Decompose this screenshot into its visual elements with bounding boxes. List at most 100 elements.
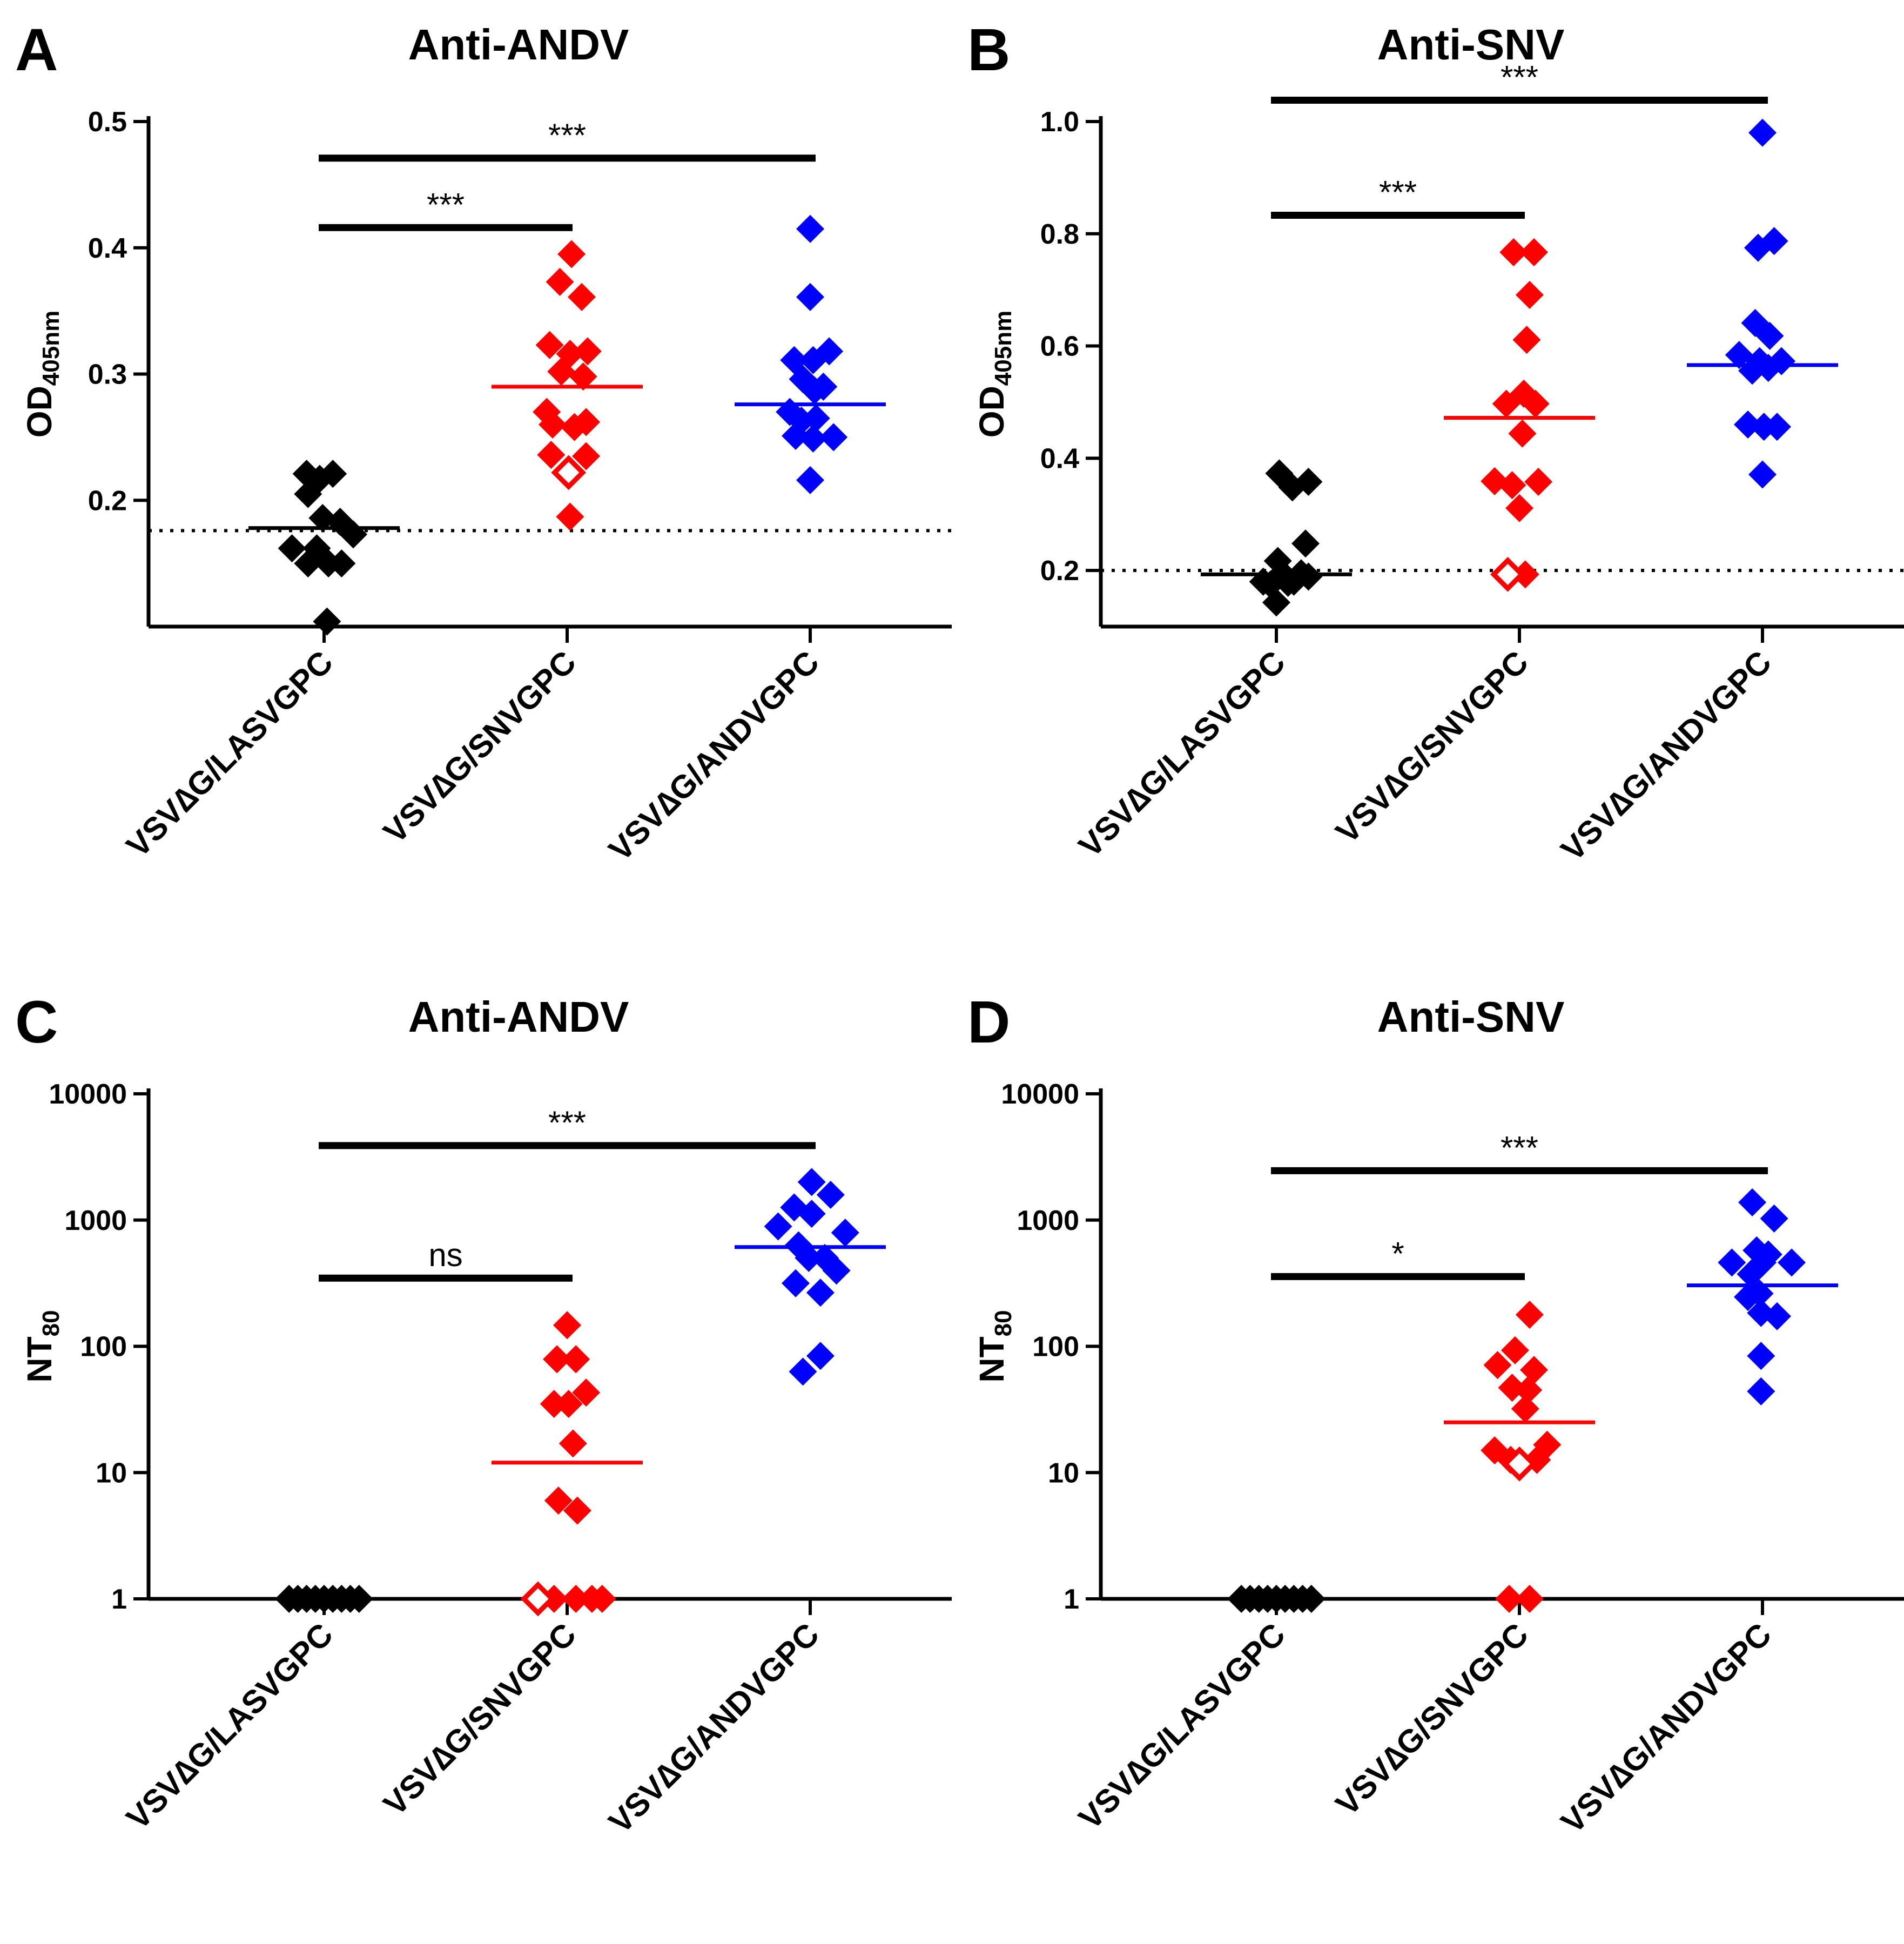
y-tick-label: 10 xyxy=(1048,1457,1079,1489)
data-point xyxy=(1533,1430,1562,1459)
panel-letter: C xyxy=(15,989,58,1055)
data-point-open xyxy=(1502,1446,1537,1482)
data-point xyxy=(557,240,586,268)
data-point xyxy=(819,423,848,452)
data-point xyxy=(294,549,322,578)
significance-label: *** xyxy=(1501,1129,1538,1166)
data-point xyxy=(1760,227,1788,255)
x-category-label: VSV∆G/ANDVGPC xyxy=(602,644,826,868)
significance-label: *** xyxy=(1501,59,1538,96)
data-point xyxy=(1755,321,1784,350)
data-point xyxy=(796,282,824,311)
x-category-label: VSV∆G/SNVGPC xyxy=(1329,1616,1535,1822)
data-point xyxy=(544,1486,573,1515)
data-point xyxy=(1725,341,1753,369)
x-category-label: VSV∆G/LASVGPC xyxy=(1072,644,1292,864)
data-point xyxy=(797,1200,826,1228)
data-point xyxy=(1294,562,1323,591)
data-point xyxy=(559,1429,587,1458)
panel-d: D Anti-SNV 1 10 100 1000 10000 NT80 VSV∆G/LASVGP… xyxy=(952,972,1904,1944)
y-axis-label: OD405nm xyxy=(972,311,1017,438)
data-point xyxy=(1499,238,1528,267)
data-point xyxy=(572,1378,601,1407)
data-point xyxy=(278,534,306,563)
x-category-label: VSV∆G/SNVGPC xyxy=(376,644,583,850)
data-point xyxy=(1508,419,1537,448)
panel-letter: B xyxy=(967,17,1010,83)
data-point xyxy=(1520,238,1548,267)
y-tick-label: 0.4 xyxy=(88,233,127,264)
data-point xyxy=(553,1311,581,1340)
data-point xyxy=(1514,1376,1543,1404)
data-point xyxy=(795,1243,823,1272)
data-point xyxy=(796,466,824,494)
data-point xyxy=(797,1168,826,1196)
data-point xyxy=(1512,326,1541,354)
data-point xyxy=(539,411,567,439)
data-point xyxy=(822,1256,851,1285)
data-point xyxy=(1510,379,1538,408)
significance-label: ns xyxy=(428,1237,462,1273)
data-point xyxy=(319,460,347,488)
data-point xyxy=(1747,1377,1775,1405)
data-point xyxy=(562,1585,590,1613)
data-point xyxy=(806,1279,835,1307)
y-tick-label: 1000 xyxy=(1017,1205,1079,1236)
data-point xyxy=(782,1269,810,1297)
significance-label: *** xyxy=(1379,174,1417,210)
y-tick-label: 10000 xyxy=(49,1079,127,1110)
panel-letter: A xyxy=(15,17,58,83)
data-point xyxy=(1763,413,1791,441)
data-point xyxy=(568,282,596,311)
significance-label: *** xyxy=(548,1105,586,1141)
data-point xyxy=(1763,1302,1791,1330)
data-point xyxy=(1262,588,1290,617)
data-point xyxy=(789,1357,817,1386)
data-point xyxy=(1498,471,1526,500)
data-point xyxy=(537,441,566,469)
chart-title: Anti-ANDV xyxy=(408,21,629,69)
data-point-open xyxy=(551,455,587,490)
data-point xyxy=(1515,1300,1544,1329)
y-tick-label: 10 xyxy=(96,1457,127,1489)
data-point xyxy=(1291,529,1320,558)
data-point xyxy=(1737,1260,1765,1288)
data-point xyxy=(831,1219,859,1247)
data-point xyxy=(1738,1188,1767,1217)
data-point xyxy=(1734,1283,1762,1311)
x-category-label: VSV∆G/ANDVGPC xyxy=(1554,1616,1778,1840)
data-point xyxy=(806,1342,835,1370)
panel-b: B Anti-SNV 0.2 0.4 0.6 0.8 1.0 OD405nm VSV∆G/LAS… xyxy=(952,0,1904,972)
data-point xyxy=(1718,1248,1746,1277)
data-point xyxy=(556,502,584,531)
y-tick-label: 0.6 xyxy=(1040,331,1079,362)
y-axis-label: NT80 xyxy=(20,1310,64,1382)
data-point xyxy=(1767,347,1796,375)
data-point xyxy=(546,267,574,296)
data-point xyxy=(588,1585,616,1613)
data-point xyxy=(572,442,601,470)
data-point xyxy=(327,549,356,578)
y-tick-label: 0.3 xyxy=(88,359,127,391)
data-point xyxy=(1778,1248,1806,1277)
y-tick-label: 0.2 xyxy=(88,485,127,516)
data-point xyxy=(543,1345,571,1374)
y-tick-label: 0.5 xyxy=(88,106,127,138)
panel-c: C Anti-ANDV 1 10 100 1000 10000 NT80 VSV∆G/LASVG… xyxy=(0,972,952,1944)
chart-title: Anti-SNV xyxy=(1377,21,1565,69)
data-point xyxy=(572,408,601,436)
y-tick-label: 100 xyxy=(80,1331,127,1363)
x-category-label: VSV∆G/LASVGPC xyxy=(119,1616,340,1837)
data-point xyxy=(796,214,824,243)
chart-d: D Anti-SNV 1 10 100 1000 10000 NT80 VSV∆G/LASVGP… xyxy=(967,989,1904,1840)
data-point xyxy=(569,362,597,391)
data-point xyxy=(294,480,322,508)
y-tick-label: 10000 xyxy=(1001,1079,1079,1110)
data-point xyxy=(1747,1342,1775,1370)
data-point xyxy=(815,337,844,366)
data-point xyxy=(1481,1436,1509,1465)
data-point xyxy=(562,1345,590,1374)
data-point xyxy=(1481,467,1509,495)
data-point xyxy=(1747,1299,1775,1327)
y-tick-label: 0.4 xyxy=(1040,443,1079,474)
